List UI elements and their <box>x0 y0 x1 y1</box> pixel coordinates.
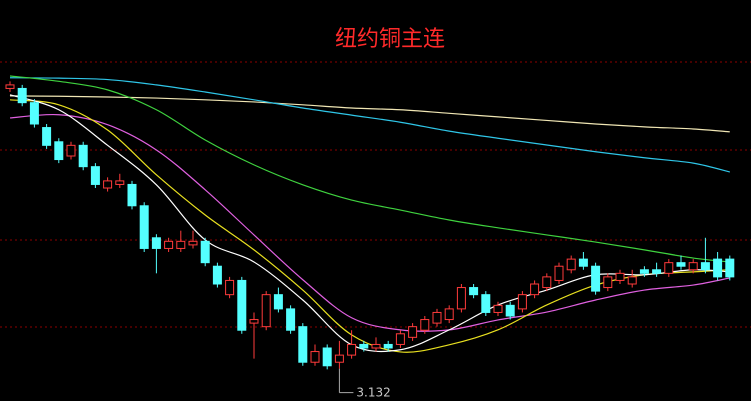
candle-body <box>713 258 723 278</box>
candle-body <box>29 102 39 125</box>
candle-body <box>725 258 735 278</box>
candle-body <box>444 308 454 321</box>
candle-body <box>371 343 381 349</box>
ma-line <box>9 75 730 263</box>
candle-body <box>554 265 564 281</box>
candle-body <box>664 262 674 274</box>
ma-line <box>9 95 730 133</box>
candle-body <box>127 183 137 207</box>
candle-body <box>566 258 576 271</box>
candle-body <box>334 354 344 363</box>
candle-body <box>578 258 588 267</box>
candle-body <box>78 144 88 168</box>
candle-body <box>408 326 418 338</box>
candle-body <box>225 279 235 296</box>
candle-body <box>420 319 430 331</box>
candle-body <box>627 276 637 285</box>
candle-body <box>530 283 540 296</box>
candle-body <box>5 84 15 89</box>
annotation: 3.132 <box>338 368 391 400</box>
candle-body <box>432 311 442 324</box>
candle-body <box>115 180 125 185</box>
candle-body <box>17 87 27 104</box>
candle-body <box>456 287 466 310</box>
candle-body <box>66 144 76 157</box>
candle-body <box>652 269 662 274</box>
candle-body <box>298 326 308 363</box>
candle-body <box>322 347 332 367</box>
ma-line <box>9 77 730 173</box>
candle-body <box>700 262 710 271</box>
low-label: 3.132 <box>356 386 390 400</box>
candle-body <box>469 287 479 296</box>
chart-title: 纽约铜主连 <box>335 27 445 52</box>
candle-body <box>542 276 552 289</box>
candles <box>5 81 735 370</box>
candle-body <box>212 265 222 285</box>
candle-body <box>188 240 198 246</box>
candle-body <box>200 240 210 264</box>
candle-body <box>249 319 259 324</box>
candle-body <box>151 237 161 249</box>
candle-body <box>493 304 503 313</box>
candle-body <box>615 272 625 281</box>
candle-body <box>481 294 491 313</box>
candle-body <box>639 269 649 274</box>
candle-body <box>383 343 393 349</box>
candle-body <box>517 294 527 310</box>
candle-body <box>139 205 149 249</box>
candle-body <box>273 294 283 310</box>
candle-body <box>347 343 357 356</box>
candle-body <box>103 180 113 189</box>
candle-body <box>359 343 369 349</box>
candle-body <box>310 351 320 363</box>
candle-body <box>395 333 405 345</box>
ma-line <box>9 113 730 332</box>
candle-body <box>176 240 186 249</box>
candle-body <box>164 240 174 249</box>
candle-body <box>688 262 698 271</box>
candle-body <box>286 308 296 331</box>
candle-body <box>603 276 613 289</box>
candle-body <box>42 127 52 146</box>
candle-body <box>261 294 271 328</box>
candle-body <box>505 304 515 317</box>
candle-body <box>591 265 601 292</box>
candle-body <box>676 262 686 267</box>
candle-body <box>54 141 64 161</box>
candle-body <box>237 279 247 331</box>
candle-body <box>90 166 100 185</box>
